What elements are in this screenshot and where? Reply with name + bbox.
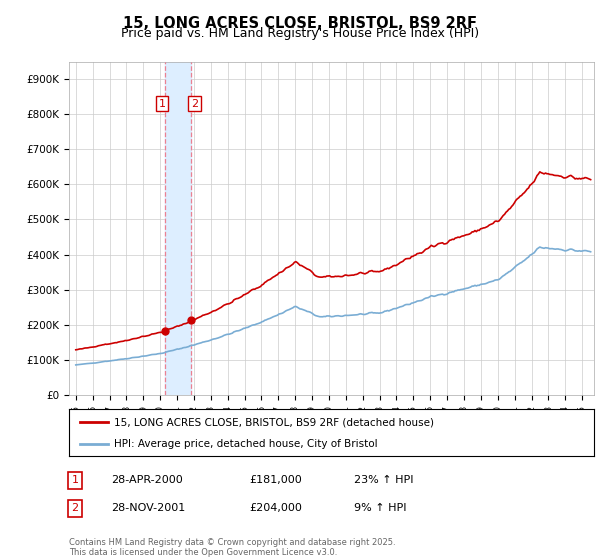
Text: 15, LONG ACRES CLOSE, BRISTOL, BS9 2RF (detached house): 15, LONG ACRES CLOSE, BRISTOL, BS9 2RF (… (113, 417, 434, 427)
Text: 2: 2 (191, 99, 199, 109)
Bar (164, 62, 191, 395)
Text: 23% ↑ HPI: 23% ↑ HPI (354, 475, 413, 486)
Text: £181,000: £181,000 (249, 475, 302, 486)
Text: 15, LONG ACRES CLOSE, BRISTOL, BS9 2RF: 15, LONG ACRES CLOSE, BRISTOL, BS9 2RF (123, 16, 477, 31)
Text: 28-NOV-2001: 28-NOV-2001 (111, 503, 185, 514)
Text: 28-APR-2000: 28-APR-2000 (111, 475, 183, 486)
Text: HPI: Average price, detached house, City of Bristol: HPI: Average price, detached house, City… (113, 439, 377, 449)
Text: 9% ↑ HPI: 9% ↑ HPI (354, 503, 407, 514)
Text: Contains HM Land Registry data © Crown copyright and database right 2025.
This d: Contains HM Land Registry data © Crown c… (69, 538, 395, 557)
Text: Price paid vs. HM Land Registry's House Price Index (HPI): Price paid vs. HM Land Registry's House … (121, 27, 479, 40)
Text: £204,000: £204,000 (249, 503, 302, 514)
Text: 1: 1 (71, 475, 79, 486)
Text: 1: 1 (158, 99, 166, 109)
Text: 2: 2 (71, 503, 79, 514)
